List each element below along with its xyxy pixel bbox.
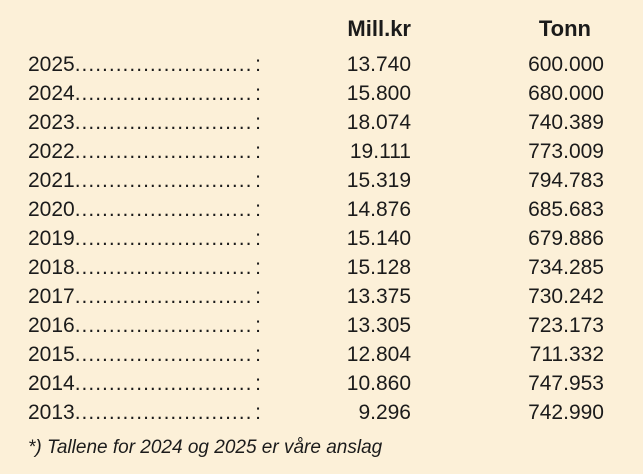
leader-colon: : — [255, 82, 261, 105]
year-cell: 2023....................................… — [28, 108, 261, 137]
millkr-value: 15.140 — [346, 227, 411, 250]
tonn-value: 600.000 — [528, 53, 604, 76]
tonn-value: 742.990 — [528, 401, 604, 424]
table-row: 2018....................................… — [28, 253, 604, 282]
leader-colon: : — [255, 140, 261, 163]
year-cell: 2016....................................… — [28, 311, 261, 340]
tonn-value: 730.242 — [528, 285, 604, 308]
millkr-value: 15.800 — [346, 82, 411, 105]
leader-dots: ........................................… — [74, 53, 252, 76]
leader-dots: ........................................… — [74, 343, 252, 366]
millkr-value: 14.876 — [346, 198, 411, 221]
millkr-value: 9.296 — [358, 401, 411, 424]
year-cell: 2015....................................… — [28, 340, 261, 369]
year-label: 2013 — [28, 401, 75, 424]
leader-colon: : — [255, 401, 261, 424]
leader-dots: ........................................… — [74, 198, 252, 221]
tonn-value: 794.783 — [528, 169, 604, 192]
leader-dots: ........................................… — [74, 314, 252, 337]
millkr-value: 13.375 — [346, 285, 411, 308]
leader-colon: : — [255, 343, 261, 366]
table-row: 2023....................................… — [28, 108, 604, 137]
year-cell: 2019....................................… — [28, 224, 261, 253]
leader-colon: : — [255, 227, 261, 250]
millkr-value: 10.860 — [346, 372, 411, 395]
leader-dots: ........................................… — [74, 111, 252, 134]
table-row: 2016....................................… — [28, 311, 604, 340]
year-label: 2019 — [28, 227, 75, 250]
year-cell: 2014....................................… — [28, 369, 261, 398]
leader-dots: ........................................… — [74, 256, 252, 279]
millkr-value: 15.319 — [346, 169, 411, 192]
leader-colon: : — [255, 285, 261, 308]
tonn-value: 747.953 — [528, 372, 604, 395]
table-row: 2025....................................… — [28, 50, 604, 79]
year-cell: 2018....................................… — [28, 253, 261, 282]
year-label: 2024 — [28, 82, 75, 105]
year-label: 2020 — [28, 198, 75, 221]
leader-colon: : — [255, 198, 261, 221]
leader-dots: ........................................… — [74, 285, 252, 308]
table-row: 2015....................................… — [28, 340, 604, 369]
leader-colon: : — [255, 372, 261, 395]
tonn-value: 773.009 — [528, 140, 604, 163]
header-millkr: Mill.kr — [347, 16, 411, 41]
leader-dots: ........................................… — [74, 82, 252, 105]
year-label: 2022 — [28, 140, 75, 163]
millkr-value: 19.111 — [349, 140, 411, 163]
leader-colon: : — [255, 53, 261, 76]
year-cell: 2022....................................… — [28, 137, 261, 166]
table-row: 2014....................................… — [28, 369, 604, 398]
footnote: *) Tallene for 2024 og 2025 er våre ansl… — [28, 437, 383, 458]
table-row: 2013....................................… — [28, 398, 604, 427]
year-cell: 2024....................................… — [28, 79, 261, 108]
millkr-value: 13.740 — [346, 53, 411, 76]
year-label: 2018 — [28, 256, 75, 279]
year-label: 2023 — [28, 111, 75, 134]
tonn-value: 734.285 — [528, 256, 604, 279]
table-body: 2025....................................… — [28, 50, 604, 427]
tonn-value: 711.332 — [529, 343, 604, 366]
table-row: 2020....................................… — [28, 195, 604, 224]
year-label: 2014 — [28, 372, 75, 395]
year-label: 2015 — [28, 343, 75, 366]
tonn-value: 680.000 — [528, 82, 604, 105]
leader-colon: : — [255, 169, 261, 192]
millkr-value: 15.128 — [346, 256, 411, 279]
leader-colon: : — [255, 314, 261, 337]
leader-dots: ........................................… — [74, 227, 252, 250]
header-year-spacer — [28, 14, 261, 44]
year-cell: 2020....................................… — [28, 195, 261, 224]
leader-dots: ........................................… — [74, 140, 252, 163]
millkr-value: 18.074 — [346, 111, 411, 134]
tonn-value: 723.173 — [528, 314, 604, 337]
year-label: 2025 — [28, 53, 75, 76]
header-tonn: Tonn — [538, 16, 591, 41]
year-label: 2016 — [28, 314, 75, 337]
leader-dots: ........................................… — [74, 169, 252, 192]
year-cell: 2025....................................… — [28, 50, 261, 79]
year-label: 2021 — [28, 169, 75, 192]
leader-dots: ........................................… — [74, 372, 252, 395]
table-header-row: Mill.kr Tonn — [28, 14, 604, 44]
millkr-value: 12.804 — [346, 343, 411, 366]
table-row: 2021....................................… — [28, 166, 604, 195]
year-cell: 2013....................................… — [28, 398, 261, 427]
leader-colon: : — [255, 256, 261, 279]
tonn-value: 740.389 — [528, 111, 604, 134]
millkr-value: 13.305 — [346, 314, 411, 337]
tonn-value: 685.683 — [528, 198, 604, 221]
table-row: 2017....................................… — [28, 282, 604, 311]
year-cell: 2017....................................… — [28, 282, 261, 311]
year-cell: 2021....................................… — [28, 166, 261, 195]
table-row: 2019....................................… — [28, 224, 604, 253]
table-row: 2022....................................… — [28, 137, 604, 166]
leader-dots: ........................................… — [74, 401, 252, 424]
table-row: 2024....................................… — [28, 79, 604, 108]
tonn-value: 679.886 — [528, 227, 604, 250]
leader-colon: : — [255, 111, 261, 134]
year-label: 2017 — [28, 285, 75, 308]
